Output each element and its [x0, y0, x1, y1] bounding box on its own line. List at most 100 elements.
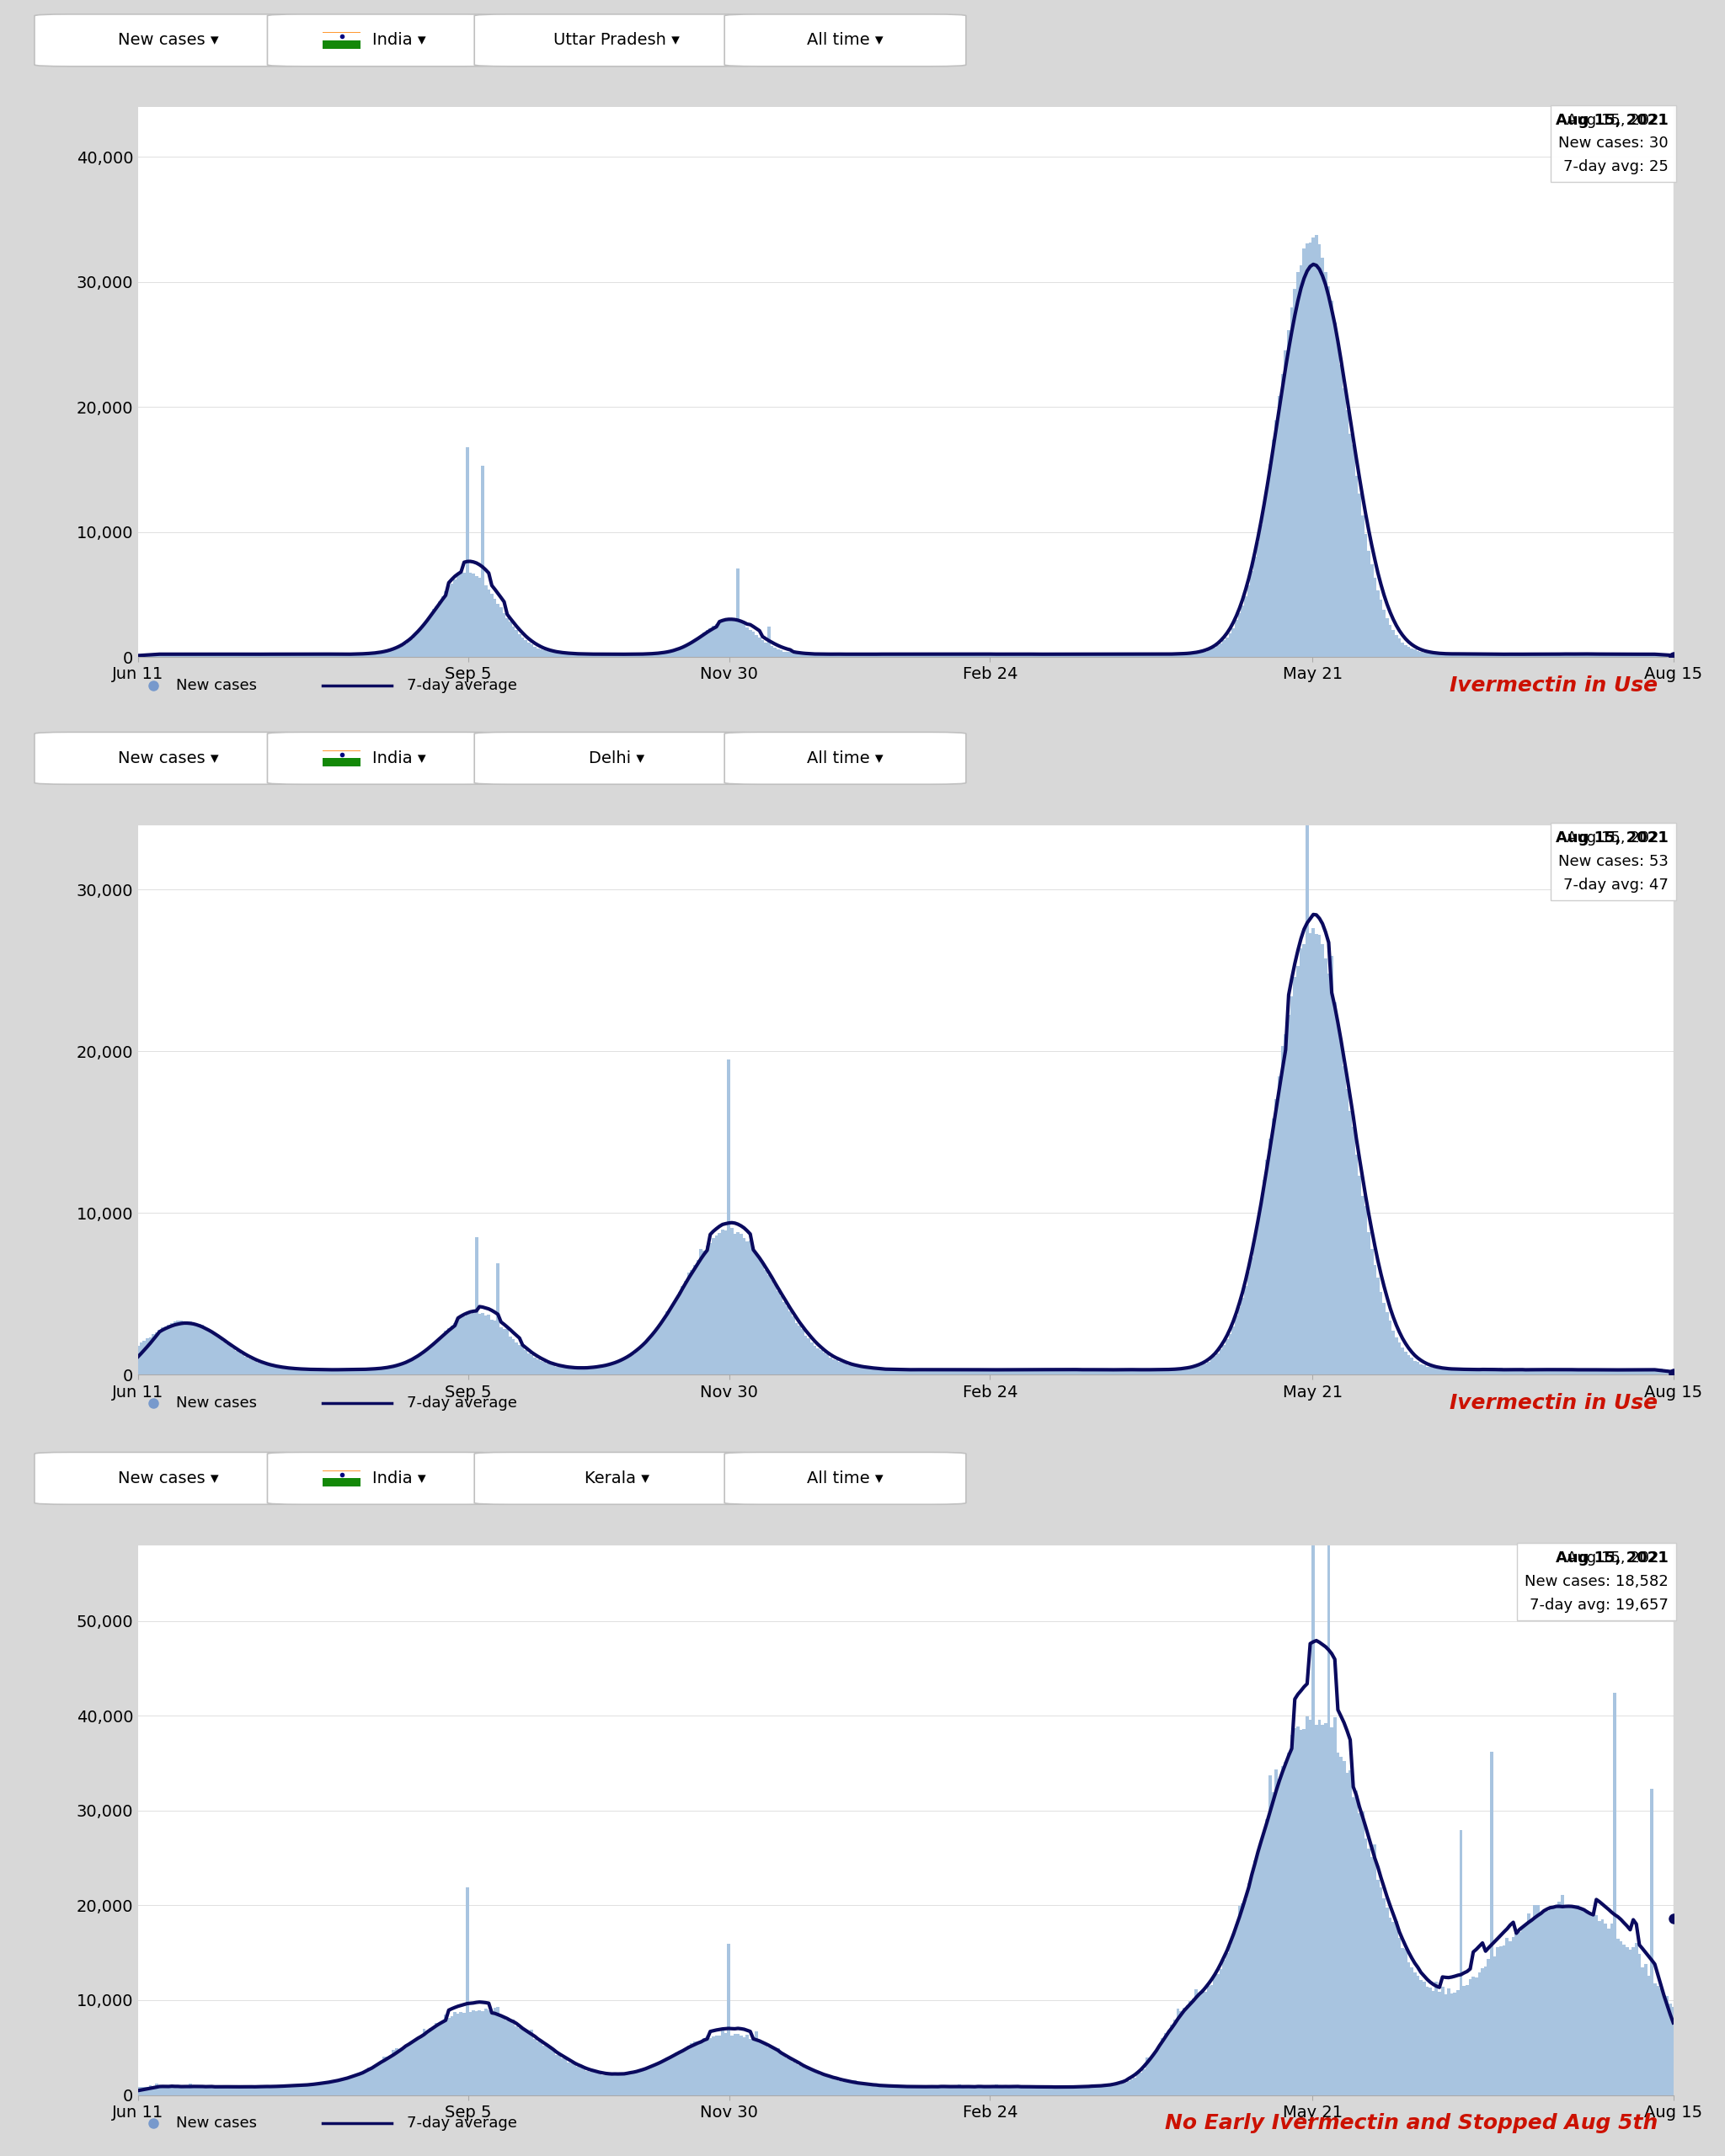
Bar [599, 653, 600, 658]
Bar [1592, 1369, 1596, 1376]
Bar [1019, 2087, 1023, 2096]
Bar [1038, 2087, 1042, 2096]
Bar [1118, 655, 1121, 658]
Bar [426, 621, 430, 658]
Bar [243, 653, 247, 658]
Bar [273, 1367, 274, 1376]
Bar [1496, 655, 1499, 658]
Bar [1656, 1369, 1659, 1376]
Bar [1028, 2085, 1032, 2096]
Bar [869, 2085, 871, 2096]
Bar [1597, 1921, 1601, 2096]
Bar [1283, 351, 1287, 658]
Bar [1349, 433, 1352, 658]
Bar [1389, 625, 1392, 658]
Bar [214, 1335, 217, 1376]
Bar [1311, 927, 1314, 1376]
Bar [1494, 1369, 1496, 1376]
Bar [909, 1369, 913, 1376]
Bar [925, 1369, 928, 1376]
Bar [985, 1369, 988, 1376]
Bar [607, 653, 611, 658]
Bar [995, 2085, 999, 2096]
Bar [164, 2087, 167, 2096]
Bar [838, 653, 842, 658]
Bar [687, 645, 690, 658]
Bar [1314, 934, 1318, 1376]
Bar [1330, 1727, 1333, 2096]
Bar [568, 653, 571, 658]
Bar [300, 655, 302, 658]
Bar [585, 1369, 588, 1376]
Bar [1330, 300, 1333, 658]
Bar [654, 2065, 657, 2096]
Bar [505, 619, 509, 658]
Bar [1007, 1369, 1011, 1376]
Bar [1235, 1925, 1239, 2096]
Bar [945, 2087, 949, 2096]
Bar [724, 2033, 728, 2096]
Bar [383, 1369, 386, 1376]
Bar [1573, 1369, 1577, 1376]
Bar [1161, 653, 1164, 658]
Bar [666, 1311, 669, 1376]
Bar [195, 1324, 198, 1376]
Bar [1632, 653, 1635, 658]
Bar [1339, 1041, 1342, 1376]
Bar [478, 578, 481, 658]
Bar [1435, 653, 1439, 658]
Bar [1413, 1360, 1416, 1376]
Bar [219, 2087, 223, 2096]
Bar [1502, 1369, 1506, 1376]
Bar [742, 625, 745, 658]
Bar [1000, 653, 1004, 658]
Bar [1651, 655, 1653, 658]
FancyBboxPatch shape [34, 15, 302, 67]
Bar [906, 1369, 909, 1376]
Bar [1121, 2083, 1125, 2096]
Bar [1506, 1938, 1509, 2096]
Bar [811, 1343, 814, 1376]
Bar [490, 593, 493, 658]
Bar [423, 2029, 426, 2096]
Bar [1051, 653, 1054, 658]
Bar [1111, 1369, 1114, 1376]
Bar [1609, 1369, 1613, 1376]
Bar [1478, 1369, 1482, 1376]
Bar [1294, 289, 1297, 658]
Bar [1054, 1369, 1056, 1376]
Bar [309, 653, 312, 658]
Bar [1663, 1994, 1666, 2096]
Bar [899, 653, 902, 658]
Bar [795, 653, 799, 658]
Bar [1370, 1248, 1373, 1376]
Bar [143, 1341, 147, 1376]
Bar [1283, 1761, 1287, 2096]
Bar [1268, 1774, 1271, 2096]
Bar [509, 621, 512, 658]
Bar [1244, 1899, 1247, 2096]
Bar [1549, 653, 1552, 658]
Bar [1330, 955, 1333, 1376]
Bar [1432, 1367, 1435, 1376]
Bar [968, 653, 969, 658]
Bar [761, 640, 764, 658]
Bar [628, 1356, 631, 1376]
Bar [749, 1240, 752, 1376]
Bar [1142, 653, 1145, 658]
Bar [226, 2087, 229, 2096]
Bar [1019, 655, 1023, 658]
Bar [1566, 1906, 1570, 2096]
Bar [1515, 1369, 1518, 1376]
Bar [216, 1337, 219, 1376]
Bar [1102, 2087, 1106, 2096]
Bar [1518, 1369, 1521, 1376]
Text: Ivermectin in Use: Ivermectin in Use [1449, 675, 1658, 696]
Bar [1420, 1365, 1423, 1376]
Bar [1078, 655, 1082, 658]
Bar [854, 653, 857, 658]
Bar [269, 1367, 273, 1376]
Bar [1040, 653, 1044, 658]
Bar [1266, 1160, 1270, 1376]
Bar [1656, 655, 1659, 658]
